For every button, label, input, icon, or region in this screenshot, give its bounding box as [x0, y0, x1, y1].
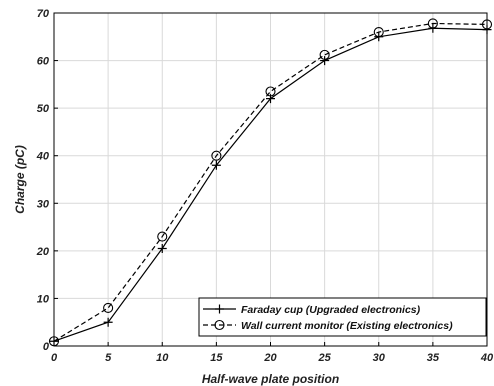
y-tick-label: 40	[36, 151, 50, 163]
data-point-marker	[320, 56, 330, 66]
y-tick-labels: 0 10 20 30 40 50 60 70	[36, 8, 50, 353]
data-point-marker	[211, 160, 221, 170]
data-point-marker	[319, 49, 330, 60]
legend: Faraday cup (Upgraded electronics) Wall c…	[198, 297, 487, 337]
legend-box	[198, 297, 487, 337]
legend-marker	[215, 304, 224, 314]
data-point-marker	[481, 19, 493, 30]
x-tick-label: 40	[480, 352, 494, 364]
y-tick-label: 50	[37, 103, 50, 115]
data-point-marker	[103, 302, 114, 313]
series-1	[49, 23, 492, 346]
legend-entry-label: Wall current monitor (Existing electroni…	[241, 320, 453, 332]
x-tick-label: 20	[263, 352, 277, 364]
data-point-marker	[427, 18, 438, 29]
series-2	[48, 18, 493, 347]
y-tick-label: 10	[37, 293, 50, 305]
series-layer	[48, 18, 493, 347]
x-axis-label: Half-wave plate position	[202, 372, 339, 386]
data-point-marker	[482, 25, 492, 35]
x-tick-label: 0	[51, 352, 58, 364]
x-tick-label: 30	[373, 352, 386, 364]
y-tick-label: 20	[36, 246, 50, 258]
y-tick-label: 30	[37, 198, 50, 210]
plot-area-frame	[53, 12, 488, 347]
data-point-marker	[49, 336, 59, 346]
grid-layer	[53, 12, 488, 347]
y-tick-label: 0	[43, 341, 50, 353]
data-point-marker	[48, 336, 60, 347]
x-tick-label: 5	[105, 352, 112, 364]
x-tick-label: 10	[156, 352, 169, 364]
y-axis-label: Charge (pC)	[13, 145, 27, 214]
data-point-marker	[157, 231, 168, 242]
y-tick-label: 70	[37, 8, 50, 20]
legend-entry-label: Faraday cup (Upgraded electronics)	[241, 304, 421, 316]
x-tick-label: 15	[210, 352, 223, 364]
data-point-marker	[103, 317, 113, 327]
y-tick-label: 60	[37, 56, 50, 68]
x-tick-label: 25	[318, 352, 332, 364]
x-tick-labels: 0 5 10 15 20 25 30 35 40	[51, 352, 494, 364]
data-point-marker	[265, 86, 276, 97]
x-tick-label: 35	[427, 352, 440, 364]
data-point-marker	[211, 150, 222, 161]
data-point-marker	[157, 243, 167, 253]
data-point-marker	[373, 26, 384, 38]
legend-marker	[214, 319, 225, 331]
